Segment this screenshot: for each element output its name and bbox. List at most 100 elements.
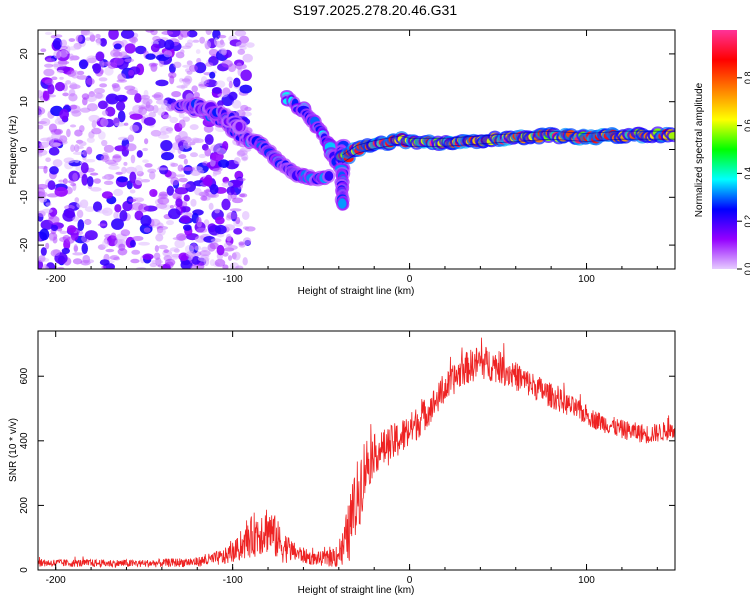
noise-blob [126, 89, 138, 96]
spectrogram-xtick-label: 100 [578, 274, 595, 285]
noise-blob [130, 258, 140, 264]
noise-blob [161, 30, 174, 36]
noise-blob [45, 58, 56, 63]
noise-blob [235, 41, 247, 48]
noise-blob [200, 75, 208, 85]
noise-blob [245, 42, 255, 48]
figure-title: S197.2025.278.20.46.G31 [293, 2, 457, 18]
noise-blob [76, 75, 88, 80]
noise-blob [59, 76, 64, 80]
noise-blob [154, 245, 159, 253]
noise-blob [238, 241, 245, 246]
noise-blob [164, 258, 176, 267]
noise-blob [47, 94, 57, 98]
noise-blob [181, 206, 191, 213]
noise-blob [66, 128, 71, 138]
noise-blob [236, 150, 246, 157]
noise-blob [241, 210, 250, 220]
noise-blob [66, 225, 77, 234]
colorbar-label: Normalized spectral amplitude [694, 82, 705, 217]
noise-blob [130, 154, 136, 164]
noise-blob [190, 264, 198, 269]
noise-blob [49, 166, 59, 175]
noise-blob [85, 77, 95, 86]
spectrogram-ytick-label: 20 [19, 48, 30, 60]
noise-blob [117, 110, 126, 123]
noise-blob [196, 227, 208, 233]
noise-blob [70, 182, 77, 187]
noise-blob [45, 157, 51, 163]
noise-blob [105, 93, 119, 105]
noise-blob [129, 37, 139, 43]
noise-blob [60, 45, 69, 50]
noise-blob [103, 144, 115, 153]
noise-blob [112, 154, 122, 163]
noise-blob [179, 145, 184, 151]
noise-blob [145, 105, 155, 112]
noise-blob [145, 53, 156, 60]
noise-blob [127, 134, 135, 143]
noise-blob [64, 207, 75, 219]
noise-blob [101, 191, 113, 199]
noise-blob [103, 180, 114, 186]
noise-blob [129, 113, 143, 120]
noise-blob [68, 38, 76, 42]
noise-blob [142, 253, 154, 260]
noise-blob [205, 30, 212, 36]
noise-blob [235, 216, 241, 225]
noise-blob [178, 154, 187, 159]
noise-blob [38, 106, 46, 115]
noise-blob [209, 183, 219, 195]
colorbar-gradient [712, 30, 737, 269]
noise-blob [244, 106, 252, 112]
track-blob [668, 132, 675, 141]
noise-blob [124, 43, 136, 54]
noise-blob [83, 219, 92, 225]
noise-blob [120, 30, 135, 39]
noise-blob [228, 91, 238, 101]
noise-blob [212, 168, 223, 172]
noise-blob [39, 191, 48, 198]
noise-blob [178, 177, 188, 183]
noise-blob [178, 112, 185, 119]
noise-blob [205, 79, 210, 84]
snr-panel: -200 -100 0 100 0 200 400 600 Height of straigh… [8, 330, 676, 596]
noise-blob [233, 77, 241, 88]
noise-blob [118, 243, 126, 251]
noise-blob [81, 242, 88, 255]
noise-blob [52, 142, 62, 147]
noise-blob [204, 40, 212, 50]
noise-blob [230, 179, 242, 188]
noise-blob [47, 83, 55, 95]
noise-blob [166, 220, 174, 226]
noise-blob [218, 48, 227, 55]
noise-blob [78, 59, 89, 70]
noise-blob [80, 162, 89, 174]
noise-blob [190, 169, 201, 177]
noise-blob [121, 166, 127, 174]
noise-blob [124, 85, 136, 91]
track-blob [324, 171, 334, 181]
snr-y-axis-label: SNR (10 * v/v) [8, 418, 19, 482]
noise-blob [120, 229, 131, 237]
snr-ytick-label: 600 [19, 367, 30, 384]
noise-blob [42, 266, 50, 269]
noise-blob [207, 243, 216, 252]
noise-blob [200, 195, 208, 201]
noise-blob [114, 204, 122, 213]
colorbar-tick-label: 0.2 [743, 215, 750, 228]
noise-blob [160, 125, 172, 135]
noise-blob [40, 48, 47, 53]
noise-blob [108, 165, 120, 170]
noise-blob [160, 140, 173, 152]
noise-blob [113, 43, 122, 50]
noise-blob [157, 107, 165, 116]
noise-blob [59, 230, 68, 235]
noise-blob [89, 34, 96, 42]
noise-blob [82, 149, 88, 157]
noise-blob [169, 116, 179, 124]
noise-blob [40, 137, 52, 142]
noise-blob [75, 34, 83, 43]
noise-blob [51, 76, 58, 81]
noise-blob [115, 171, 123, 175]
